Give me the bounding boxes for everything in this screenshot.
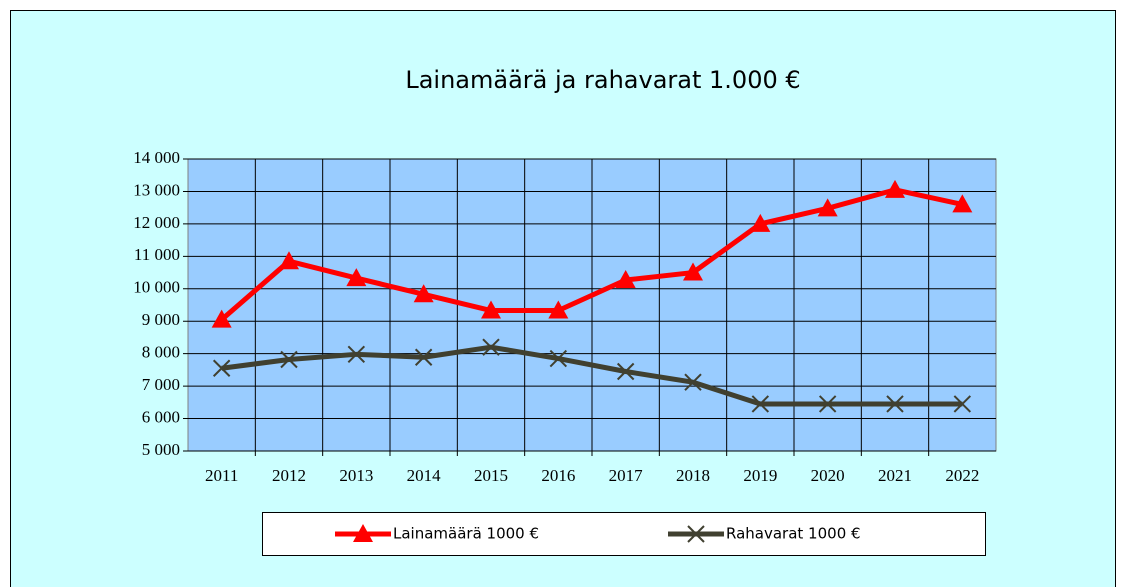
y-tick-label: 7 000: [142, 375, 180, 394]
y-tick-label: 13 000: [133, 180, 180, 199]
x-tick-label: 2016: [541, 466, 575, 485]
marker: [414, 348, 433, 366]
marker: [212, 359, 231, 377]
x-tick-label: 2019: [743, 466, 777, 485]
marker: [818, 395, 837, 413]
series-line: [220, 187, 963, 322]
marker: [280, 350, 298, 369]
x-tick-label: 2017: [609, 466, 644, 485]
y-tick-label: 9 000: [142, 310, 180, 329]
marker: [683, 262, 703, 281]
y-tick-label: 10 000: [133, 278, 180, 297]
y-tick-label: 12 000: [133, 213, 180, 232]
x-tick-label: 2015: [474, 466, 508, 485]
marker: [615, 270, 636, 289]
marker: [353, 524, 373, 542]
x-tick-label: 2020: [811, 466, 845, 485]
series-line: [221, 344, 963, 407]
marker: [279, 251, 299, 270]
marker: [413, 284, 434, 303]
marker: [886, 395, 904, 413]
marker: [548, 300, 569, 319]
x-tick-label: 2021: [878, 466, 912, 485]
marker: [952, 194, 973, 213]
x-tick-label: 2018: [676, 466, 710, 485]
marker: [347, 345, 366, 364]
marker: [482, 338, 500, 356]
marker: [751, 395, 770, 413]
marker: [481, 300, 501, 319]
x-tick-label: 2022: [945, 466, 979, 485]
x-tick-label: 2011: [205, 466, 238, 485]
marker: [211, 309, 232, 328]
x-tick-label: 2012: [272, 466, 306, 485]
y-tick-label: 5 000: [142, 440, 180, 459]
y-tick-label: 6 000: [142, 407, 180, 426]
legend-label: Lainamäärä 1000 €: [393, 525, 539, 543]
y-tick-label: 8 000: [142, 343, 180, 362]
marker: [346, 268, 367, 287]
marker: [616, 362, 635, 381]
marker: [817, 198, 838, 217]
x-tick-label: 2014: [407, 466, 442, 485]
y-tick-label: 11 000: [134, 245, 180, 264]
chart-title: Lainamäärä ja rahavarat 1.000 €: [405, 66, 800, 94]
marker: [750, 213, 771, 232]
marker: [885, 179, 905, 198]
marker: [953, 395, 972, 413]
marker: [684, 373, 702, 391]
marker: [549, 349, 568, 368]
y-tick-label: 14 000: [133, 148, 180, 167]
legend-label: Rahavarat 1000 €: [726, 525, 861, 543]
x-tick-label: 2013: [339, 466, 373, 485]
marker: [687, 525, 705, 543]
